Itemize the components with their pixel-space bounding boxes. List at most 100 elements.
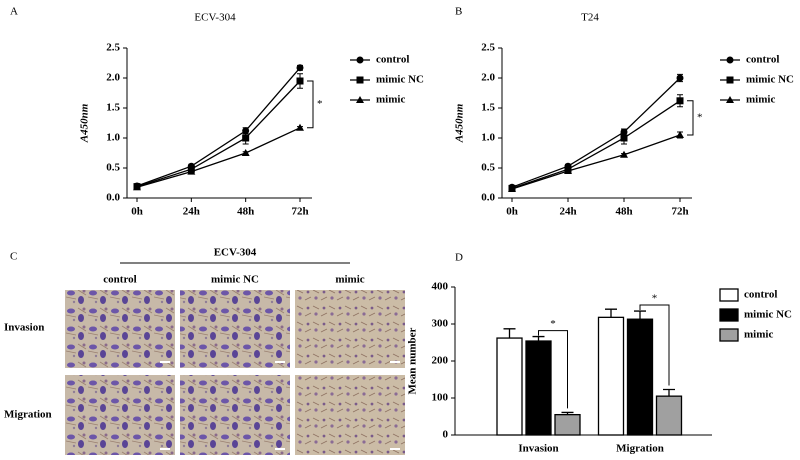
significance-bracket	[687, 100, 694, 136]
marker	[296, 123, 304, 131]
row-label: Migration	[4, 409, 52, 421]
y-tick-label: 2.0	[106, 72, 120, 84]
legend-label: mimic	[746, 94, 775, 106]
significance-bracket	[538, 330, 568, 409]
bar	[626, 318, 654, 436]
marker	[296, 77, 304, 85]
marker	[620, 150, 628, 158]
y-tick-label: 0.5	[106, 162, 120, 174]
x-tick-label: 48h	[237, 206, 254, 218]
legend-marker	[356, 96, 364, 103]
x-tick-label: 0h	[506, 206, 518, 218]
legend-swatch	[719, 288, 739, 302]
legend-label: control	[746, 54, 779, 66]
panel-letter: B	[455, 6, 462, 18]
marker	[296, 64, 304, 72]
error-bar	[605, 308, 617, 318]
y-tick-label: 1.0	[481, 132, 495, 144]
legend-marker	[726, 76, 734, 84]
y-tick-label: 0.0	[106, 192, 120, 204]
legend-marker	[726, 56, 734, 64]
annotation: *	[550, 318, 556, 330]
x-tick-label: 72h	[291, 206, 308, 218]
y-tick-label: 0	[443, 429, 449, 441]
legend-label: control	[744, 289, 777, 301]
legend-swatch	[719, 308, 739, 322]
bar	[496, 337, 523, 436]
series-line	[511, 134, 681, 190]
panel-letter: D	[455, 252, 463, 264]
bar	[597, 316, 625, 436]
error-bar	[532, 335, 545, 342]
marker	[242, 134, 250, 142]
column-label: mimic	[335, 274, 364, 286]
legend-label: mimic NC	[376, 74, 424, 86]
y-tick-label: 2.5	[481, 42, 495, 54]
legend-label: mimic NC	[744, 309, 792, 321]
marker	[187, 167, 196, 175]
legend-label: mimic NC	[746, 74, 794, 86]
error-bar	[634, 310, 646, 320]
legend-marker	[356, 56, 364, 64]
significance-bracket	[307, 80, 314, 129]
x-tick-label: 0h	[131, 206, 143, 218]
panel-title: ECV-304	[214, 247, 257, 259]
chart-title: ECV-304	[194, 12, 236, 24]
marker	[133, 183, 141, 191]
series-line	[136, 67, 301, 187]
legend-label: control	[376, 54, 409, 66]
x-tick-label: Migration	[616, 443, 664, 455]
marker	[676, 74, 684, 82]
x-tick-label: 24h	[183, 206, 200, 218]
legend-marker	[726, 96, 734, 103]
error-bar	[503, 328, 516, 339]
column-label: mimic NC	[211, 274, 259, 286]
annotation: *	[317, 98, 323, 110]
bar	[554, 413, 581, 436]
marker	[241, 149, 250, 156]
micrograph	[180, 375, 290, 455]
x-tick-label: 24h	[559, 206, 576, 218]
bar	[655, 395, 683, 436]
marker	[508, 185, 516, 192]
micrograph	[65, 290, 175, 368]
marker	[676, 97, 684, 105]
micrograph	[180, 290, 290, 368]
significance-bracket	[639, 304, 670, 386]
y-tick-label: 0.5	[481, 162, 495, 174]
y-axis-label: A450nm	[79, 103, 91, 143]
y-tick-label: 1.5	[106, 102, 120, 114]
x-tick-label: 48h	[615, 206, 632, 218]
micrograph	[295, 290, 405, 368]
series-line	[136, 127, 301, 188]
micrograph	[295, 375, 405, 455]
scale-bars	[160, 361, 400, 450]
y-tick-label: 2.5	[106, 42, 120, 54]
y-tick-label: 0.0	[481, 192, 495, 204]
series-line	[511, 77, 681, 188]
marker	[620, 134, 628, 142]
legend-swatch	[719, 328, 739, 342]
panel-letter: A	[10, 6, 18, 18]
legend-marker	[356, 76, 364, 84]
image-panel: C ECV-304 control mimic NC mimic Invasio…	[4, 247, 405, 455]
legend-label: mimic	[376, 94, 405, 106]
column-label: control	[103, 274, 136, 286]
legend-label: mimic	[744, 329, 773, 341]
y-tick-label: 1.0	[106, 132, 120, 144]
y-tick-label: 100	[432, 392, 449, 404]
y-tick-label: 2.0	[481, 72, 495, 84]
row-label: Invasion	[4, 322, 44, 334]
series-line	[136, 80, 301, 188]
y-tick-label: 400	[432, 281, 449, 293]
annotation: *	[697, 111, 703, 123]
chart-title: T24	[581, 12, 599, 24]
error-bar	[663, 388, 675, 397]
y-axis-label: A450nm	[454, 103, 466, 143]
y-tick-label: 300	[432, 318, 449, 330]
marker	[242, 127, 250, 135]
micrograph	[65, 375, 175, 455]
y-tick-label: 1.5	[481, 102, 495, 114]
panel-letter: C	[10, 251, 17, 263]
